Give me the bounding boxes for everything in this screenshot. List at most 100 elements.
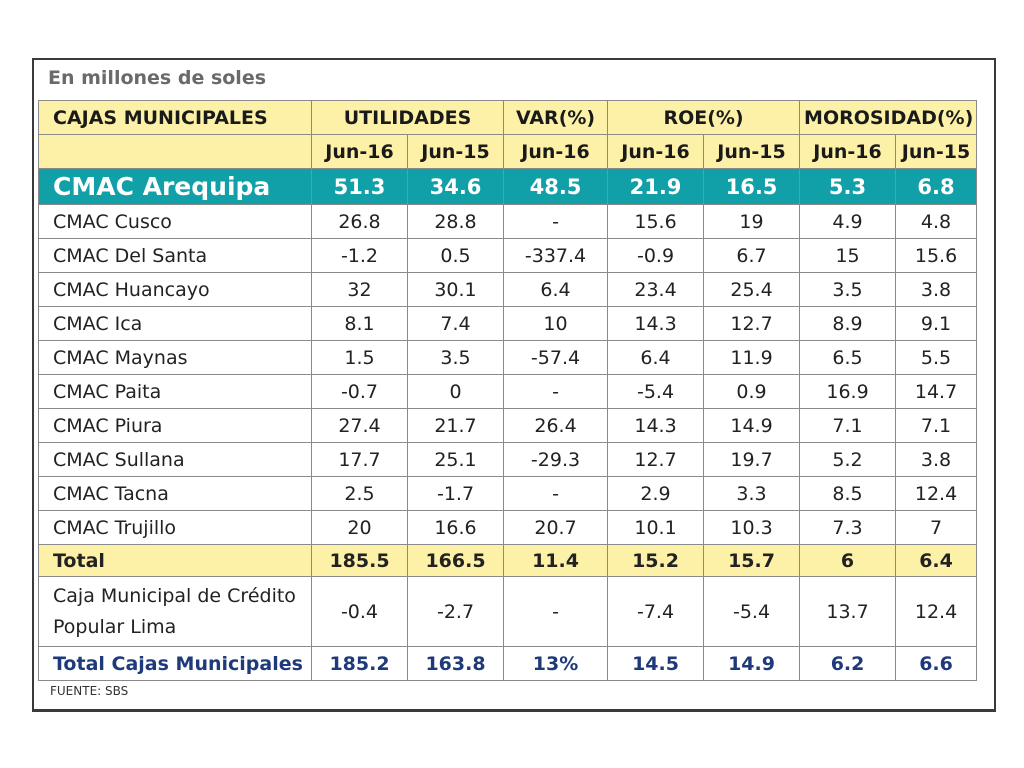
table-cell: -29.3 xyxy=(503,442,609,477)
table-cell: 11.4 xyxy=(503,544,609,577)
table-row: CMAC Tacna 2.5 -1.7-2.9 3.3 8.5 12.4 xyxy=(38,476,978,511)
header-morosidad: MOROSIDAD(%) xyxy=(799,100,978,135)
table-cell: - xyxy=(503,576,609,647)
table-subtitle: En millones de soles xyxy=(48,67,267,89)
table-cell: 14.9 xyxy=(703,646,801,681)
table-cell: 28.8 xyxy=(406,204,505,239)
table-cell: 6.2 xyxy=(799,646,897,681)
header-var: VAR(%) xyxy=(503,100,609,135)
table-cell: -1.2 xyxy=(311,238,408,273)
table-cell: 7 xyxy=(895,510,978,545)
table-cell: -5.4 xyxy=(703,576,801,647)
table-cell: 14.3 xyxy=(607,408,705,443)
table-cell: 9.1 xyxy=(895,306,978,341)
table-cell: 5.5 xyxy=(895,340,978,375)
entity-name: CMAC Del Santa xyxy=(38,238,312,273)
table-cell: 6.8 xyxy=(895,168,978,205)
entity-name: CMAC Maynas xyxy=(38,340,312,375)
table-cell: 16.9 xyxy=(799,374,897,409)
table-cell: 19 xyxy=(703,204,801,239)
table-cell: -1.7 xyxy=(406,476,505,511)
table-cell: 12.7 xyxy=(703,306,801,341)
table-row: CMAC Sullana 17.7 25.1 -29.3 12.7 19.7 5.2 3.8 xyxy=(38,442,978,477)
lima-row: Caja Municipal de Crédito Popular Lima -… xyxy=(38,576,978,647)
table-cell: 3.5 xyxy=(799,272,897,307)
table-cell: 6 xyxy=(799,544,897,577)
table-cell: 7.1 xyxy=(895,408,978,443)
table-cell: 185.5 xyxy=(311,544,408,577)
table-cell: -337.4 xyxy=(503,238,609,273)
cajas-municipales-table: CAJAS MUNICIPALES UTILIDADES VAR(%) ROE(… xyxy=(38,100,978,681)
table-cell: 3.8 xyxy=(895,272,978,307)
table-cell: 7.3 xyxy=(799,510,897,545)
table-cell: 21.7 xyxy=(406,408,505,443)
entity-name: CMAC Ica xyxy=(38,306,312,341)
entity-name: CMAC Piura xyxy=(38,408,312,443)
table-row: CMAC Paita -0.7 0- -5.4 0.9 16.9 14.7 xyxy=(38,374,978,409)
entity-name: Caja Municipal de Crédito Popular Lima xyxy=(38,576,312,647)
table-cell: 2.9 xyxy=(607,476,705,511)
table-row: CMAC Ica 8.1 7.4 10 14.3 12.7 8.9 9.1 xyxy=(38,306,978,341)
table-cell: 23.4 xyxy=(607,272,705,307)
table-cell: 15.6 xyxy=(895,238,978,273)
table-frame: En millones de soles CAJAS MUNICIPALES U… xyxy=(32,58,996,712)
table-row: CMAC Huancayo 32 30.1 6.4 23.4 25.4 3.5 3.8 xyxy=(38,272,978,307)
table-cell: 8.1 xyxy=(311,306,408,341)
table-cell: 10 xyxy=(503,306,609,341)
period-header: Jun-16 xyxy=(799,134,897,169)
table-cell: 6.4 xyxy=(503,272,609,307)
table-cell: 10.1 xyxy=(607,510,705,545)
source-footer: FUENTE: SBS xyxy=(50,684,129,698)
table-cell: 27.4 xyxy=(311,408,408,443)
period-header: Jun-15 xyxy=(703,134,801,169)
table-row: CMAC Trujillo 20 16.6 20.7 10.1 10.3 7.3 7 xyxy=(38,510,978,545)
table-cell: 0.5 xyxy=(406,238,505,273)
entity-name: Total xyxy=(38,544,312,577)
table-cell: 20 xyxy=(311,510,408,545)
table-cell: 4.8 xyxy=(895,204,978,239)
table-cell: 26.4 xyxy=(503,408,609,443)
table-cell: 25.4 xyxy=(703,272,801,307)
table-cell: 14.3 xyxy=(607,306,705,341)
table-cell: 1.5 xyxy=(311,340,408,375)
table-row: CMAC Cusco 26.8 28.8-15.6 19 4.9 4.8 xyxy=(38,204,978,239)
header-entity: CAJAS MUNICIPALES xyxy=(38,100,312,135)
table-cell: 21.9 xyxy=(607,168,705,205)
table-body: CMAC Cusco 26.8 28.8-15.6 19 4.9 4.8 CMAC Del … xyxy=(38,204,978,545)
table-cell: 2.5 xyxy=(311,476,408,511)
table-cell: 32 xyxy=(311,272,408,307)
table-cell: 185.2 xyxy=(311,646,408,681)
table-row: CMAC Del Santa -1.2 0.5 -337.4 -0.9 6.7 15 15.6 xyxy=(38,238,978,273)
table-cell: 14.7 xyxy=(895,374,978,409)
table-cell: 16.5 xyxy=(703,168,801,205)
header-entity-blank xyxy=(38,134,312,169)
grand-total-row: Total Cajas Municipales 185.2 163.8 13% … xyxy=(38,646,978,681)
table-cell: 6.4 xyxy=(895,544,978,577)
table-cell: -57.4 xyxy=(503,340,609,375)
table-cell: -0.7 xyxy=(311,374,408,409)
table-cell: 6.6 xyxy=(895,646,978,681)
table-cell: 12.7 xyxy=(607,442,705,477)
table-row: CMAC Piura 27.4 21.7 26.4 14.3 14.9 7.1 7.1 xyxy=(38,408,978,443)
table-cell: 5.3 xyxy=(799,168,897,205)
table-cell: 15 xyxy=(799,238,897,273)
table-cell: 13.7 xyxy=(799,576,897,647)
highlight-row: CMAC Arequipa 51.3 34.6 48.5 21.9 16.5 5… xyxy=(38,168,978,205)
table-cell: 163.8 xyxy=(406,646,505,681)
table-cell: 15.7 xyxy=(703,544,801,577)
entity-name: CMAC Trujillo xyxy=(38,510,312,545)
table-cell: 17.7 xyxy=(311,442,408,477)
table-cell: -2.7 xyxy=(406,576,505,647)
table-cell: 12.4 xyxy=(895,476,978,511)
period-header: Jun-16 xyxy=(607,134,705,169)
period-header: Jun-16 xyxy=(503,134,609,169)
table-cell: - xyxy=(503,476,609,511)
table-cell: 12.4 xyxy=(895,576,978,647)
header-row-periods: Jun-16 Jun-15 Jun-16 Jun-16 Jun-15 Jun-1… xyxy=(38,134,978,169)
table-cell: 19.7 xyxy=(703,442,801,477)
table-cell: 8.9 xyxy=(799,306,897,341)
table-cell: 51.3 xyxy=(311,168,408,205)
entity-name: CMAC Cusco xyxy=(38,204,312,239)
table-cell: 15.2 xyxy=(607,544,705,577)
table-cell: 14.9 xyxy=(703,408,801,443)
